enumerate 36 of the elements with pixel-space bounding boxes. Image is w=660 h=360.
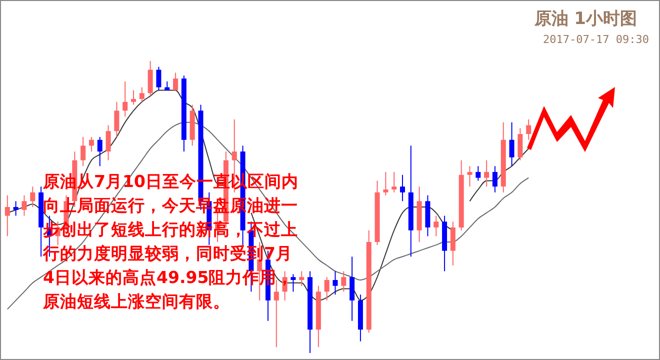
candlestick (392, 171, 397, 193)
candlestick (332, 270, 338, 296)
candlestick (484, 160, 490, 188)
candlestick (290, 274, 296, 292)
candlestick (324, 276, 330, 301)
candlestick (122, 80, 128, 117)
candlestick (80, 136, 86, 167)
candlestick (173, 72, 178, 91)
candlestick (450, 221, 456, 266)
candlestick (114, 101, 120, 138)
text: 原油 1小时图 (534, 8, 637, 30)
candlestick (341, 270, 346, 292)
candlestick (467, 166, 472, 188)
candlestick (299, 270, 304, 286)
candlestick (13, 200, 18, 216)
candlestick (274, 280, 279, 348)
candlestick (492, 166, 498, 193)
candlestick (88, 136, 94, 152)
candlestick (148, 60, 153, 97)
candlestick (509, 122, 514, 167)
candlestick (156, 66, 162, 91)
candlestick (97, 136, 102, 167)
candlestick (400, 174, 405, 202)
candlestick (4, 194, 10, 237)
candlestick (30, 186, 36, 208)
candlestick (22, 194, 27, 216)
candlestick (106, 124, 111, 161)
candlestick (350, 256, 355, 322)
candlestick (526, 118, 532, 140)
candlestick (518, 128, 523, 161)
candlestick (139, 86, 144, 102)
candlestick (434, 215, 439, 237)
candlestick (383, 171, 388, 196)
candlestick (131, 90, 136, 106)
candlestick (476, 166, 481, 182)
text: 2017-07-17 09:30 (543, 33, 649, 46)
